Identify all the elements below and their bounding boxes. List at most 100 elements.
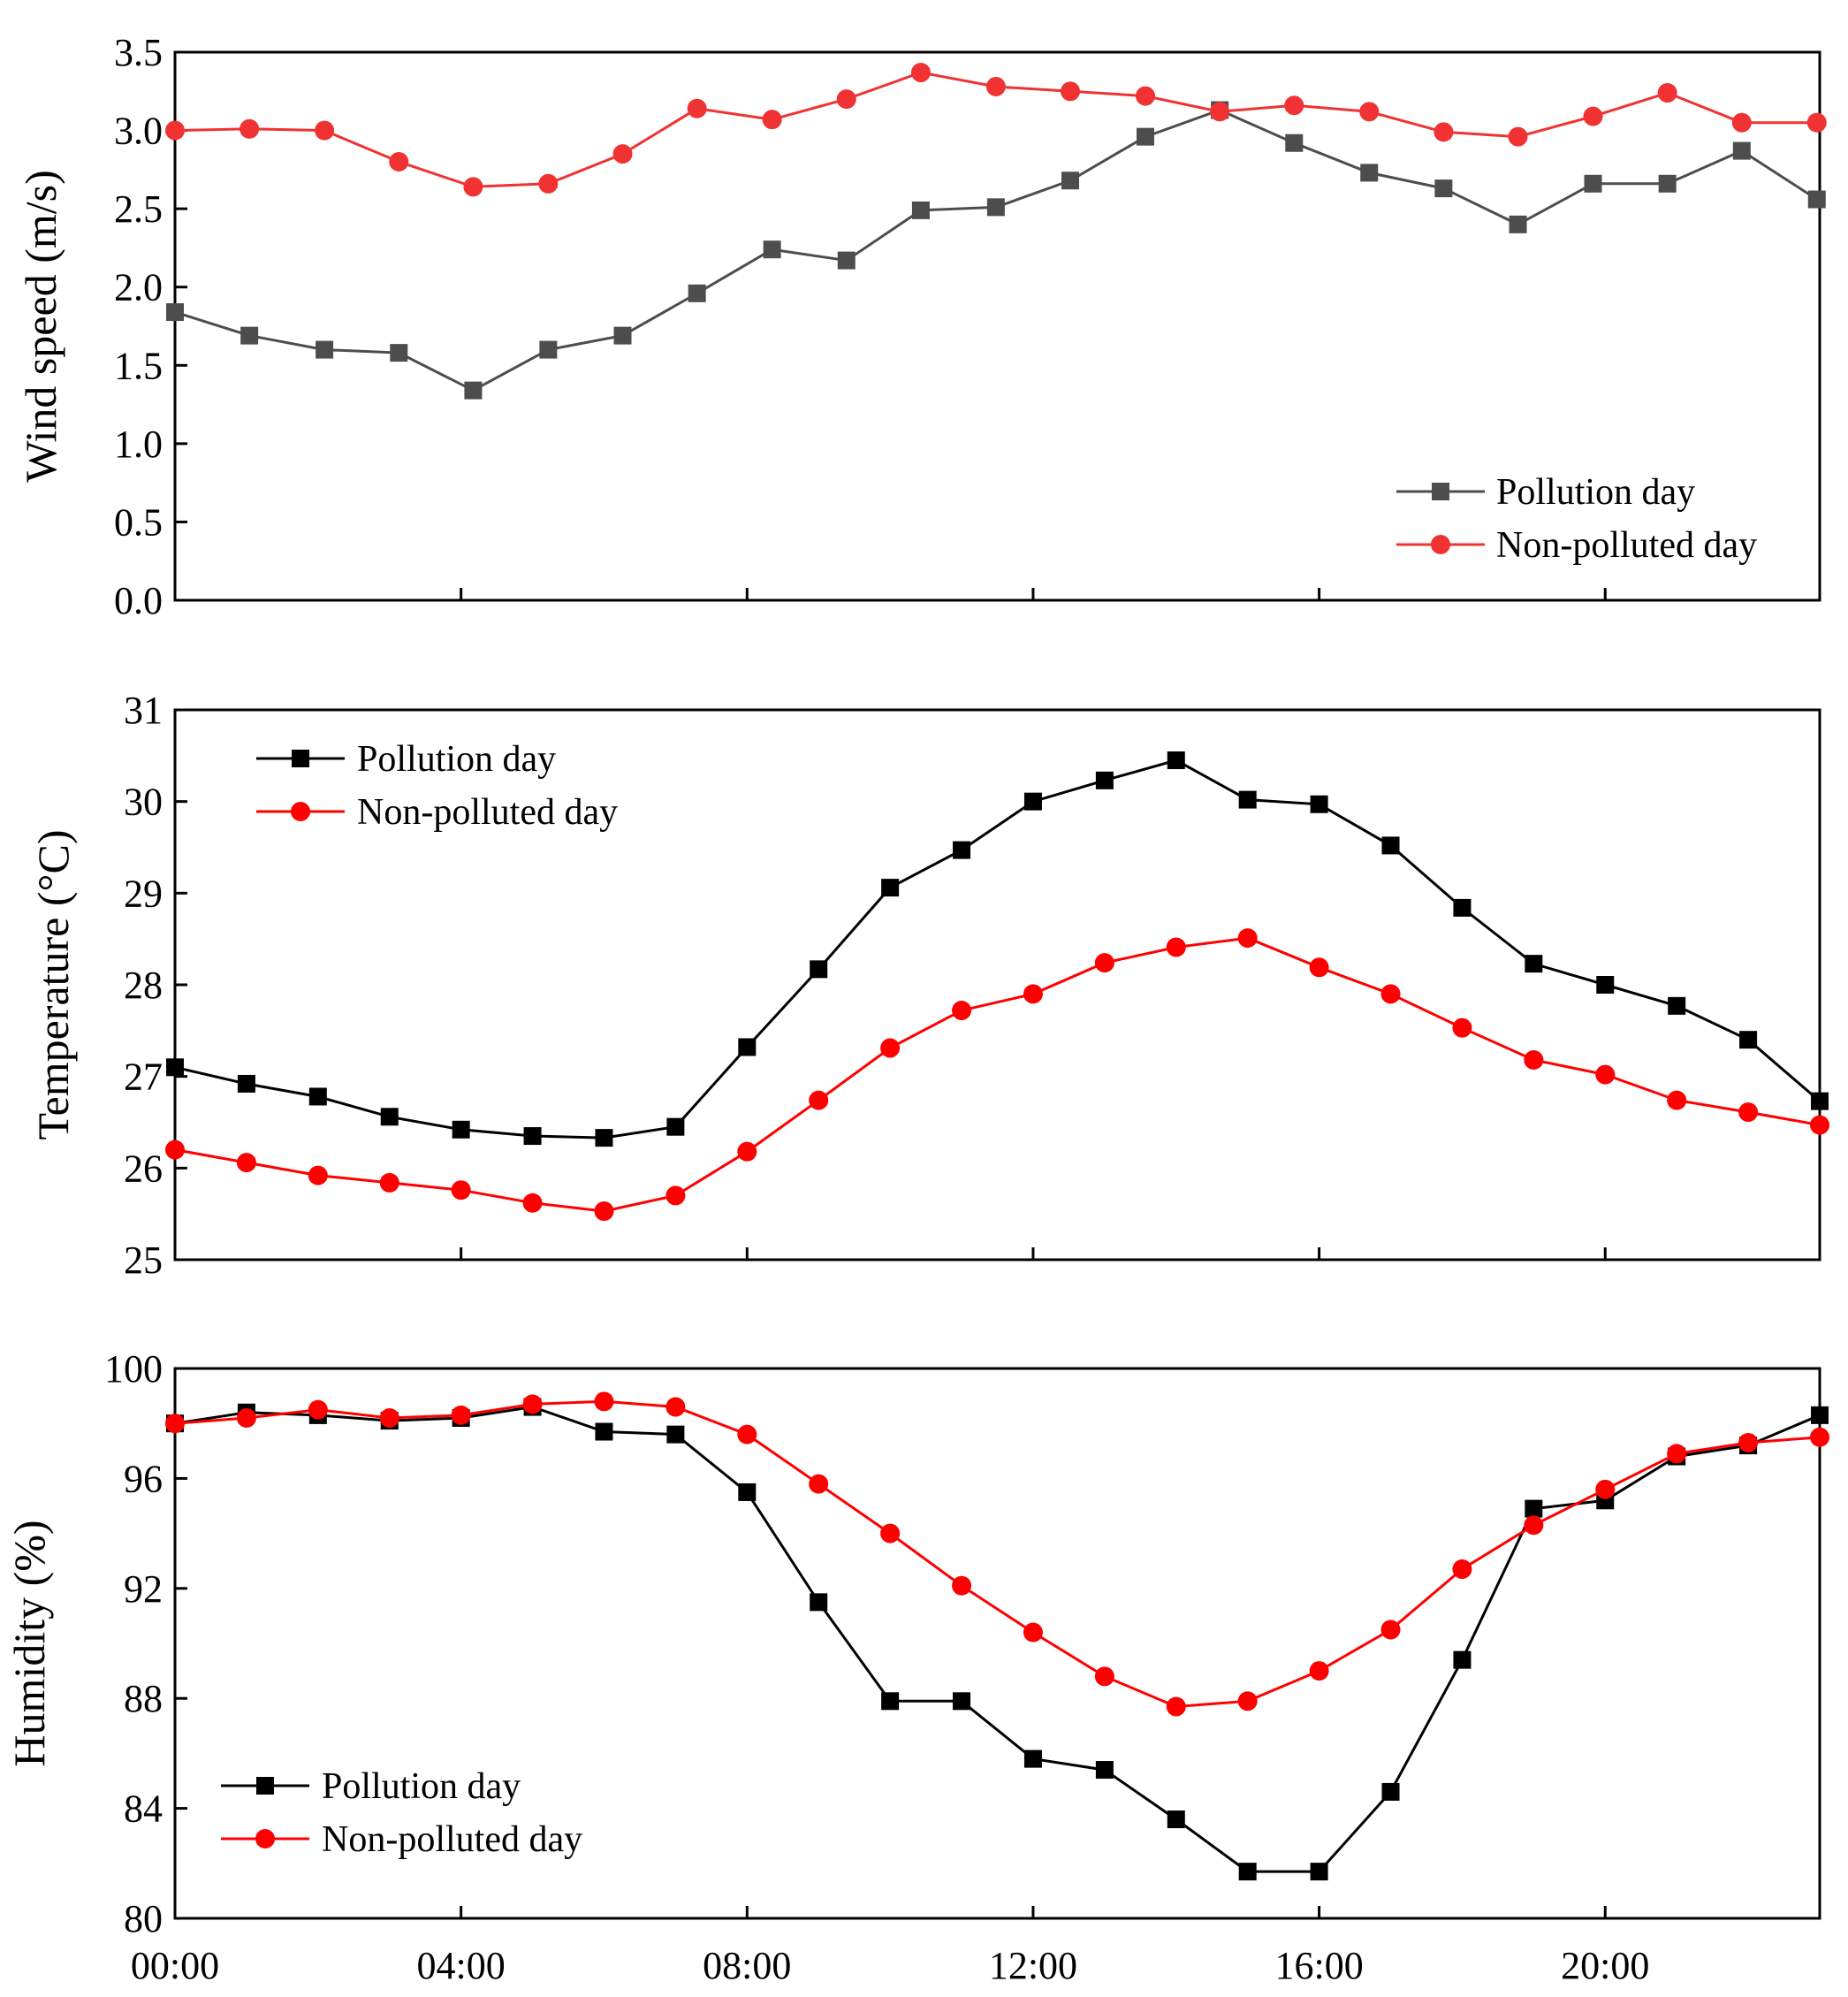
y-tick-label: 25 — [124, 1239, 163, 1282]
data-point — [1583, 106, 1603, 126]
y-tick-label: 80 — [124, 1897, 163, 1940]
legend: Pollution day Non-polluted day — [256, 739, 618, 833]
data-point — [911, 201, 930, 219]
data-point — [165, 120, 185, 141]
legend-marker — [1432, 483, 1449, 500]
data-point — [316, 340, 334, 359]
data-point — [166, 1058, 184, 1077]
data-point — [1434, 179, 1453, 198]
data-point — [1167, 1810, 1185, 1829]
data-point — [1095, 771, 1114, 789]
legend: Pollution day Non-polluted day — [221, 1766, 582, 1860]
y-tick-label: 2.0 — [114, 266, 163, 309]
chart-panel-3: 80 84 88 92 96 100 00:00 04:00 08:00 12:00 16:00 20… — [4, 1347, 1829, 1987]
data-point — [1095, 1761, 1114, 1780]
x-tick-label: 00:00 — [131, 1944, 219, 1987]
series-line — [174, 1405, 1821, 1873]
data-point — [1525, 955, 1543, 973]
data-point — [165, 1414, 185, 1434]
y-tick-label: 26 — [124, 1147, 163, 1190]
data-point — [810, 960, 828, 979]
data-point — [1380, 984, 1401, 1004]
y-tick-label: 3.0 — [114, 110, 163, 153]
data-point — [308, 1165, 328, 1185]
series-non-polluted-day — [165, 1391, 1829, 1717]
data-point — [985, 76, 1006, 96]
data-point — [1238, 790, 1257, 809]
data-point — [737, 1424, 757, 1444]
legend-label: Pollution day — [322, 1766, 521, 1807]
data-point — [666, 1425, 685, 1444]
y-tick-label: 28 — [124, 964, 163, 1007]
data-point — [763, 240, 781, 259]
data-point — [1595, 1064, 1616, 1085]
data-point — [953, 841, 971, 859]
data-point — [738, 1038, 757, 1056]
series-line — [174, 1399, 1821, 1709]
data-point — [452, 1120, 470, 1139]
data-point — [1810, 1427, 1829, 1447]
data-point — [1811, 1406, 1829, 1424]
series-pollution-day — [166, 101, 1826, 400]
data-point — [463, 177, 483, 197]
y-axis-title: Temperature (°C) — [28, 829, 78, 1140]
data-point — [1434, 122, 1454, 142]
data-point — [522, 1193, 543, 1213]
y-tick-label: 88 — [124, 1677, 163, 1720]
data-point — [464, 381, 483, 400]
data-point — [762, 110, 782, 130]
data-point — [1732, 141, 1751, 160]
data-point — [1524, 1050, 1544, 1071]
data-point — [1525, 1499, 1543, 1518]
data-point — [1136, 127, 1154, 146]
data-point — [1508, 126, 1528, 147]
data-point — [836, 89, 856, 110]
x-tick-label: 04:00 — [417, 1944, 506, 1987]
data-point — [1380, 1620, 1401, 1640]
data-point — [1668, 996, 1686, 1015]
data-point — [1584, 174, 1602, 193]
y-tick-label: 84 — [124, 1787, 163, 1831]
data-point — [1309, 1661, 1329, 1681]
data-point — [166, 303, 184, 322]
data-point — [1453, 898, 1472, 917]
series-line — [174, 936, 1821, 1213]
data-point — [612, 144, 633, 164]
data-point — [1094, 1666, 1114, 1687]
data-point — [379, 1172, 399, 1193]
data-point — [1310, 795, 1328, 813]
series-pollution-day — [166, 751, 1829, 1147]
data-point — [1667, 1444, 1687, 1464]
y-axis-title: Wind speed (m/s) — [16, 170, 65, 482]
data-point — [315, 120, 335, 141]
data-point — [1452, 1559, 1472, 1580]
legend: Pollution day Non-polluted day — [1396, 472, 1757, 566]
legend-marker — [291, 802, 310, 821]
data-point — [1509, 215, 1527, 233]
data-point — [1284, 95, 1304, 116]
data-point — [837, 251, 856, 270]
data-point — [1524, 1515, 1544, 1536]
data-point — [737, 1141, 757, 1162]
data-point — [451, 1405, 471, 1425]
data-point — [952, 1575, 972, 1596]
series-pollution-day — [166, 1398, 1829, 1881]
data-point — [539, 340, 558, 359]
data-point — [1739, 1031, 1758, 1049]
data-point — [1166, 1696, 1186, 1717]
y-tick-label: 100 — [104, 1347, 163, 1391]
data-point — [952, 1001, 972, 1021]
data-point — [666, 1117, 685, 1136]
series-line — [174, 758, 1821, 1140]
data-point — [308, 1087, 327, 1106]
data-point — [1061, 171, 1080, 190]
y-tick-label: 29 — [124, 872, 163, 915]
data-point — [165, 1140, 185, 1160]
data-point — [594, 1201, 614, 1222]
data-point — [538, 173, 559, 194]
data-point — [595, 1422, 613, 1441]
data-point — [1167, 751, 1185, 770]
series-non-polluted-day — [165, 63, 1827, 197]
legend-label: Non-polluted day — [322, 1819, 582, 1860]
data-point — [1135, 86, 1155, 106]
